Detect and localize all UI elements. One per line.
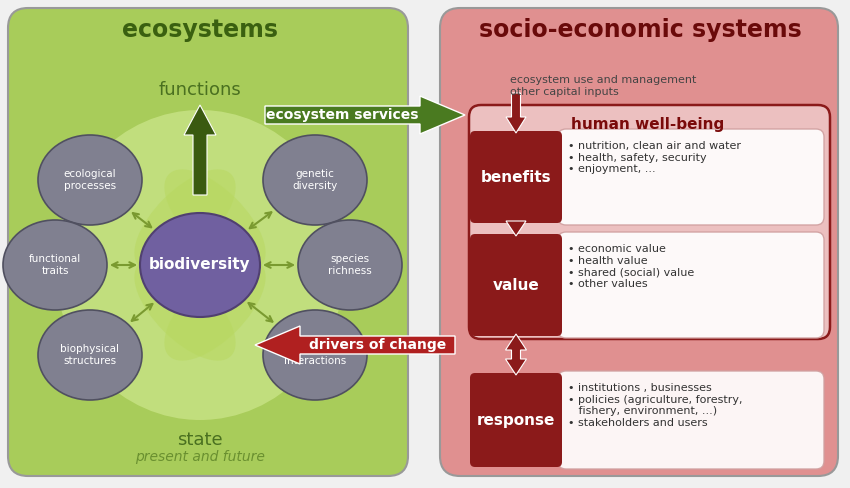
FancyBboxPatch shape <box>558 129 824 225</box>
Text: functional
traits: functional traits <box>29 254 81 276</box>
Ellipse shape <box>38 135 142 225</box>
Ellipse shape <box>164 169 265 271</box>
FancyBboxPatch shape <box>440 8 838 476</box>
FancyArrowPatch shape <box>250 212 271 228</box>
Polygon shape <box>265 96 465 134</box>
FancyBboxPatch shape <box>558 232 824 338</box>
Ellipse shape <box>298 220 402 310</box>
Text: functions: functions <box>159 81 241 99</box>
FancyArrowPatch shape <box>248 303 272 322</box>
Text: ecosystems: ecosystems <box>122 18 278 42</box>
FancyBboxPatch shape <box>469 105 830 339</box>
Text: biophysical
structures: biophysical structures <box>60 344 120 366</box>
Text: socio-economic systems: socio-economic systems <box>479 18 802 42</box>
Text: ecosystem use and management
other capital inputs: ecosystem use and management other capit… <box>510 75 696 97</box>
Ellipse shape <box>263 135 367 225</box>
Text: species
richness: species richness <box>328 254 371 276</box>
Text: genetic
diversity: genetic diversity <box>292 169 337 191</box>
Text: state: state <box>177 431 223 449</box>
FancyBboxPatch shape <box>558 371 824 469</box>
Text: biodiversity: biodiversity <box>150 258 251 272</box>
Text: ecological
processes: ecological processes <box>64 169 116 191</box>
Text: response: response <box>477 412 555 427</box>
Ellipse shape <box>134 169 235 271</box>
Polygon shape <box>506 221 526 236</box>
Ellipse shape <box>55 110 345 420</box>
Text: biotic
interactions: biotic interactions <box>284 344 346 366</box>
Text: human well-being: human well-being <box>571 117 724 131</box>
FancyArrowPatch shape <box>265 262 293 268</box>
Text: value: value <box>493 278 540 292</box>
Ellipse shape <box>3 220 107 310</box>
FancyArrowPatch shape <box>132 304 152 321</box>
FancyBboxPatch shape <box>470 131 562 223</box>
Ellipse shape <box>164 260 265 361</box>
Text: • nutrition, clean air and water
• health, safety, security
• enjoyment, ...: • nutrition, clean air and water • healt… <box>568 141 741 174</box>
FancyArrowPatch shape <box>133 213 151 227</box>
Text: • institutions , businesses
• policies (agriculture, forestry,
   fishery, envir: • institutions , businesses • policies (… <box>568 383 743 428</box>
FancyBboxPatch shape <box>470 234 562 336</box>
Text: ecosystem services: ecosystem services <box>266 108 419 122</box>
Polygon shape <box>506 93 526 133</box>
FancyBboxPatch shape <box>8 8 408 476</box>
Ellipse shape <box>140 213 260 317</box>
FancyArrowPatch shape <box>112 262 135 268</box>
Text: drivers of change: drivers of change <box>309 338 446 352</box>
Text: benefits: benefits <box>481 169 552 184</box>
Ellipse shape <box>263 310 367 400</box>
FancyBboxPatch shape <box>470 373 562 467</box>
Text: • economic value
• health value
• shared (social) value
• other values: • economic value • health value • shared… <box>568 244 694 289</box>
Text: present and future: present and future <box>135 450 265 464</box>
Polygon shape <box>184 105 216 195</box>
Ellipse shape <box>134 260 235 361</box>
Polygon shape <box>255 326 455 364</box>
Polygon shape <box>506 334 526 375</box>
Ellipse shape <box>38 310 142 400</box>
